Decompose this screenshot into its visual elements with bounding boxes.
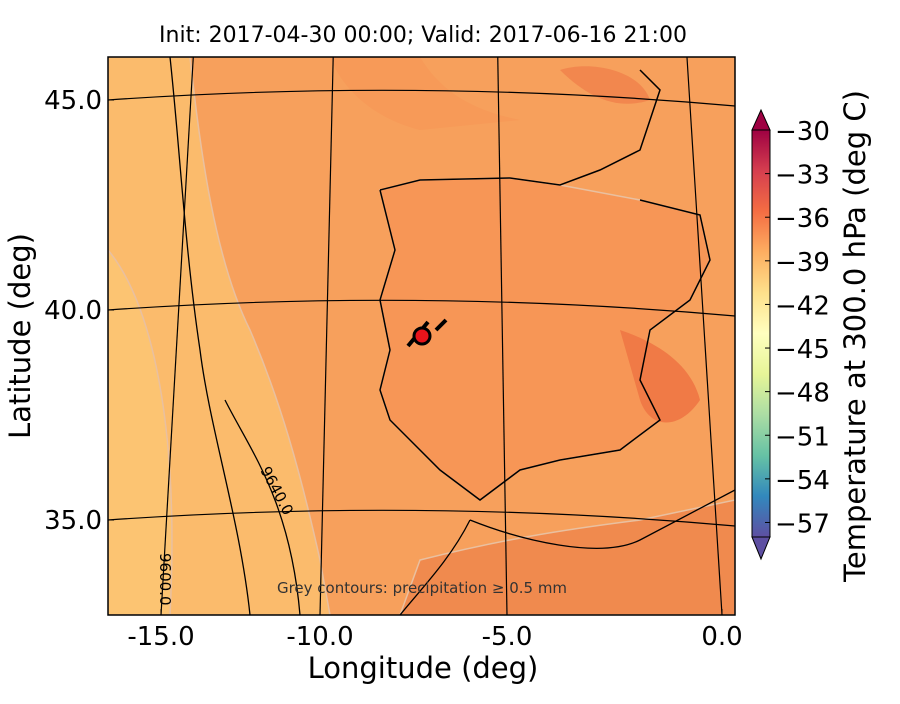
x-tick-label: 0.0: [701, 622, 742, 652]
contour-label: 9600.0: [156, 553, 174, 606]
colorbar: [751, 129, 771, 538]
y-tick-label: 45.0: [44, 86, 102, 116]
x-axis-label: Longitude (deg): [308, 651, 539, 685]
chart-title: Init: 2017-04-30 00:00; Valid: 2017-06-1…: [159, 23, 687, 48]
x-tick-label: -5.0: [482, 622, 533, 652]
colorbar-tick-label: −54: [775, 466, 830, 496]
meridian: [160, 57, 194, 615]
y-axis-label: Latitude (deg): [3, 233, 37, 439]
colorbar-tick-label: −39: [775, 248, 830, 278]
map-frame: [107, 56, 736, 616]
parallel: [108, 509, 735, 527]
y-tick-label: 40.0: [44, 296, 102, 326]
meridian: [497, 57, 508, 615]
colorbar-tick-label: −33: [775, 161, 830, 191]
colorbar-tick-label: −48: [775, 379, 830, 409]
parallel: [108, 89, 735, 107]
y-tick-label: 35.0: [44, 506, 102, 536]
meridian: [686, 57, 723, 615]
map-field: [108, 57, 735, 615]
colorbar-extend: [751, 108, 771, 131]
colorbar-tick-label: −57: [775, 509, 830, 539]
colorbar-extend: [751, 536, 771, 561]
meridian: [319, 57, 334, 615]
colorbar-tick-label: −30: [775, 117, 830, 147]
parallel: [108, 299, 735, 317]
x-tick-label: -15.0: [127, 622, 194, 652]
colorbar-tick-label: −51: [775, 422, 830, 452]
annotation: Grey contours: precipitation ≥ 0.5 mm: [277, 579, 567, 597]
colorbar-tick-label: −42: [775, 291, 830, 321]
x-tick-label: -10.0: [286, 622, 353, 652]
colorbar-tick-label: −45: [775, 335, 830, 365]
colorbar-label: Temperature at 300.0 hPa (deg C): [838, 90, 872, 583]
colorbar-tick-label: −36: [775, 204, 830, 234]
